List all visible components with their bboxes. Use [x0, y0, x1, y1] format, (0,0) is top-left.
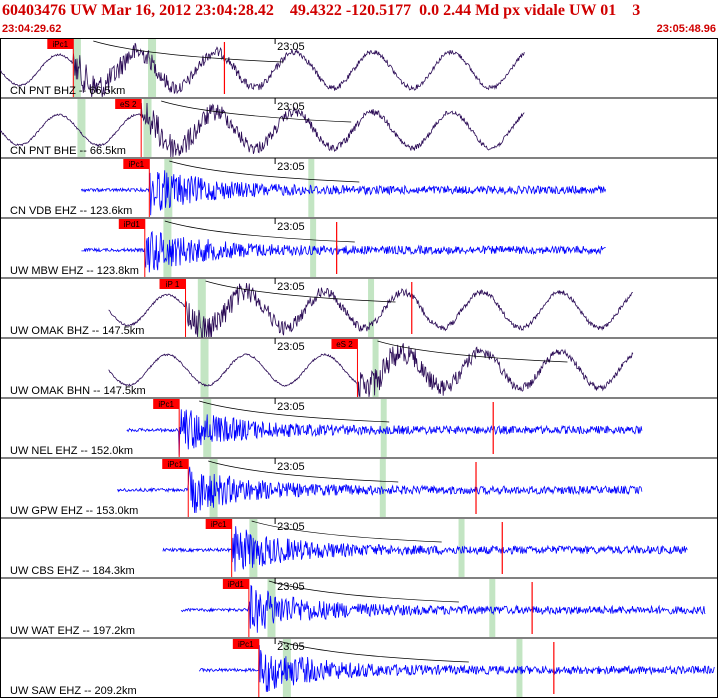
waveform: [198, 645, 715, 693]
waveform: [126, 409, 643, 456]
waveform: [0, 42, 525, 98]
station-label: CN PNT BHZ -- 66.5km: [10, 85, 125, 97]
phase-pick-box: [159, 279, 186, 289]
station-label: CN PNT BHE -- 66.5km: [10, 145, 126, 157]
travel-time-curve: [93, 40, 284, 63]
time-tick-label: 23:05: [277, 221, 305, 233]
phase-pick-label: iPc1: [167, 460, 183, 469]
time-tick-label: 23:05: [277, 161, 305, 173]
seismogram-panel[interactable]: iPc1 23:05 CN PNT BHZ -- 66.5km eS 2 23:05 CN…: [0, 38, 718, 698]
station-label: UW MBW EHZ -- 123.8km: [10, 265, 139, 277]
time-tick-label: 23:05: [277, 521, 305, 533]
waveform: [81, 230, 606, 273]
time-tick-label: 23:05: [277, 281, 305, 293]
phase-pick-label: eS 2: [336, 340, 353, 349]
phase-pick-label: iP 1: [166, 280, 180, 289]
trace-row: iPd1 23:05 UW WAT EHZ -- 197.2km: [0, 577, 718, 637]
travel-time-curve: [199, 400, 390, 423]
trace-row: iPc1 23:05 UW NEL EHZ -- 152.0km: [0, 397, 718, 457]
phase-pick-box: [118, 219, 145, 229]
travel-time-curve: [268, 580, 459, 603]
station-label: UW GPW EHZ -- 153.0km: [10, 505, 138, 517]
analysis-window: [143, 99, 152, 157]
station-label: UW SAW EHZ -- 209.2km: [10, 685, 137, 697]
trace-row: iPc1 23:05 UW SAW EHZ -- 209.2km: [0, 637, 718, 697]
travel-time-curve: [161, 100, 352, 123]
phase-pick-label: iPc1: [129, 160, 145, 169]
time-tick-label: 23:05: [277, 401, 305, 413]
phase-pick-box: [331, 339, 358, 349]
trace-row: eS 2 23:05 UW OMAK BHN -- 147.5km: [0, 337, 718, 398]
trace-row: eS 2 23:05 CN PNT BHE -- 66.5km: [0, 97, 718, 158]
station-label: UW WAT EHZ -- 197.2km: [10, 625, 135, 637]
analysis-window: [267, 579, 276, 637]
time-tick-label: 23:05: [277, 461, 305, 473]
travel-time-curve: [251, 520, 442, 543]
time-tick-label: 23:05: [277, 581, 305, 593]
waveform: [162, 526, 688, 572]
travel-time-curve: [205, 280, 396, 303]
header: 60403476 UW Mar 16, 2012 23:04:28.42 49.…: [0, 0, 718, 38]
trace-row: iPc1 23:05 CN PNT BHZ -- 66.5km: [0, 38, 525, 98]
trace-row: iPd1 23:05 UW MBW EHZ -- 123.8km: [0, 217, 718, 277]
analysis-window: [368, 279, 375, 337]
event-title: 60403476 UW Mar 16, 2012 23:04:28.42 49.…: [2, 2, 641, 19]
time-tick-label: 23:05: [277, 41, 305, 53]
analysis-window: [282, 639, 291, 697]
station-label: UW CBS EHZ -- 184.3km: [10, 565, 135, 577]
phase-pick-label: eS 2: [120, 100, 137, 109]
analysis-window: [380, 399, 387, 457]
phase-pick-box: [153, 399, 180, 409]
travel-time-curve: [208, 460, 399, 483]
waveform: [117, 466, 643, 514]
analysis-window: [458, 519, 465, 577]
panel-border: [0, 38, 718, 698]
waveform: [0, 102, 525, 158]
phase-pick-label: iPc1: [158, 400, 174, 409]
station-label: UW OMAK BHN -- 147.5km: [10, 385, 146, 397]
station-label: UW NEL EHZ -- 152.0km: [10, 445, 133, 457]
station-label: UW OMAK BHZ -- 147.5km: [10, 325, 144, 337]
analysis-window: [200, 339, 209, 397]
time-tick-label: 23:05: [277, 641, 305, 653]
phase-pick-box: [162, 459, 189, 469]
end-time: 23:05:48.96: [656, 23, 716, 35]
phase-pick-box: [47, 39, 74, 49]
phase-pick-box: [205, 519, 232, 529]
waveform: [108, 343, 634, 398]
phase-pick-box: [123, 159, 150, 169]
phase-pick-label: iPc1: [238, 640, 254, 649]
trace-row: iPc1 23:05 CN VDB EHZ -- 123.6km: [0, 157, 718, 217]
trace-row: iP 1 23:05 UW OMAK BHZ -- 147.5km: [0, 277, 718, 338]
trace-row: iPc1 23:05 UW GPW EHZ -- 153.0km: [0, 457, 718, 517]
phase-pick-label: iPd1: [228, 580, 245, 589]
analysis-window: [77, 99, 86, 157]
analysis-window: [379, 459, 386, 517]
phase-pick-box: [115, 99, 142, 109]
trace-row: iPc1 23:05 UW CBS EHZ -- 184.3km: [0, 517, 718, 577]
time-tick-label: 23:05: [277, 341, 305, 353]
travel-time-curve: [278, 640, 469, 663]
travel-time-curve: [377, 340, 568, 363]
waveform: [180, 584, 706, 633]
phase-pick-box: [232, 639, 259, 649]
analysis-window: [372, 339, 379, 397]
waveform: [81, 170, 607, 216]
travel-time-curve: [164, 220, 355, 243]
waveform: [108, 282, 634, 338]
phase-pick-label: iPc1: [211, 520, 227, 529]
travel-time-curve: [169, 160, 360, 183]
phase-pick-box: [222, 579, 249, 589]
analysis-window: [148, 39, 157, 97]
start-time: 23:04:29.62: [2, 23, 62, 35]
station-label: CN VDB EHZ -- 123.6km: [10, 205, 132, 217]
analysis-window: [197, 279, 206, 337]
phase-pick-label: iPc1: [53, 40, 69, 49]
analysis-window: [489, 579, 496, 637]
phase-pick-label: iPd1: [124, 220, 141, 229]
time-tick-label: 23:05: [277, 101, 305, 113]
